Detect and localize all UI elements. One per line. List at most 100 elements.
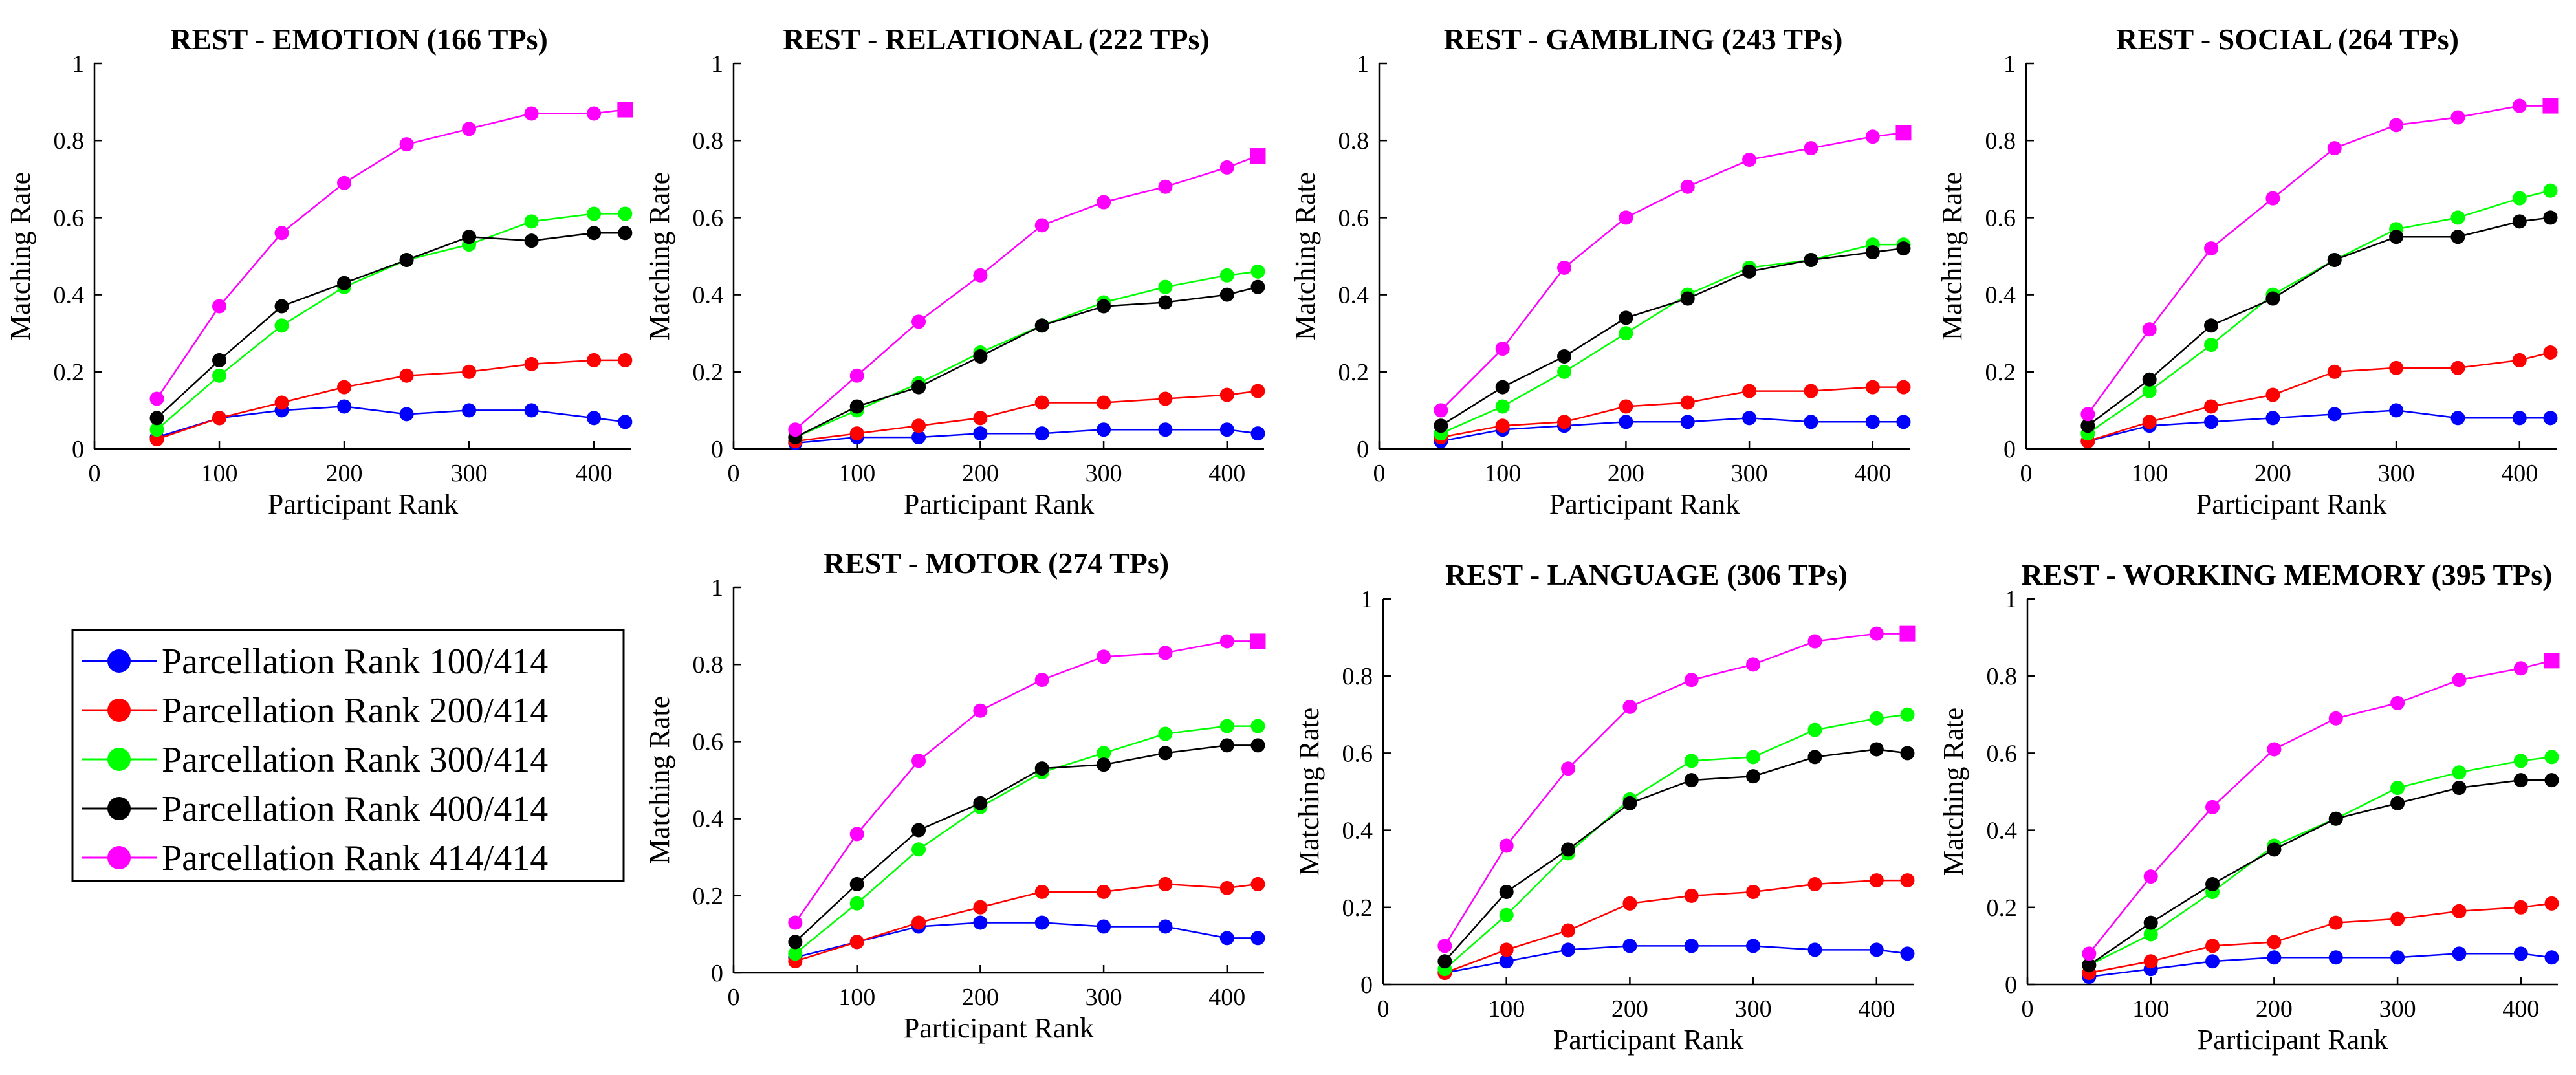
series-line [2088, 756, 2552, 966]
y-axis-label: Matching Rate [1289, 172, 1321, 340]
data-point [1561, 942, 1576, 957]
data-point [2544, 773, 2559, 788]
data-point [1034, 426, 1049, 441]
y-tick-label: 0 [1357, 436, 1369, 463]
y-tick-label: 0.2 [693, 883, 724, 910]
series-line [2087, 217, 2551, 427]
y-tick-label: 0.6 [1342, 740, 1373, 767]
data-point [1158, 422, 1173, 437]
series-line [156, 213, 626, 431]
x-tick-label: 400 [1858, 995, 1895, 1023]
x-tick-label: 300 [1735, 995, 1772, 1023]
data-point [2452, 673, 2467, 688]
x-tick-label: 400 [1208, 460, 1245, 487]
x-tick-label: 200 [2254, 460, 2291, 487]
data-point [2080, 407, 2095, 422]
x-tick-label: 200 [962, 460, 999, 487]
data-point [1807, 722, 1822, 737]
data-point [274, 226, 289, 241]
data-point [1250, 384, 1265, 398]
x-axis-label: Participant Rank [904, 1012, 1095, 1044]
data-point [1495, 342, 1510, 356]
series-line [2087, 409, 2551, 442]
data-point [2544, 950, 2559, 965]
y-tick-label: 1 [1357, 50, 1369, 78]
data-point [2082, 946, 2097, 961]
series-line [156, 109, 626, 400]
legend-label: Parcellation Rank 400/414 [162, 789, 548, 829]
data-point [1219, 719, 1234, 733]
data-point [2389, 230, 2404, 244]
data-point [587, 226, 602, 241]
data-point [2512, 411, 2527, 426]
chart-panel: REST - RELATIONAL (222 TPs) 0 100 200 300 400… [644, 23, 1266, 520]
x-tick-label: 0 [728, 984, 740, 1011]
y-tick-label: 0.8 [1987, 663, 2018, 690]
data-point [2544, 750, 2559, 765]
chart-panel: REST - WORKING MEMORY (395 TPs) 0 100 200 30… [1937, 558, 2560, 1056]
data-point [1742, 411, 1757, 426]
data-point [1622, 939, 1637, 953]
data-point [462, 122, 477, 136]
data-point [1742, 384, 1757, 398]
x-tick-label: 200 [2256, 995, 2293, 1023]
y-tick-label: 0.4 [1985, 282, 2016, 309]
data-point [1804, 384, 1818, 398]
data-point [2265, 191, 2280, 206]
data-point [1250, 148, 1266, 164]
series-line [157, 406, 626, 439]
data-point [911, 842, 926, 857]
data-point [1158, 179, 1173, 194]
series-line [1444, 633, 1908, 947]
data-point [1034, 761, 1049, 776]
data-point [973, 426, 988, 441]
data-point [2267, 935, 2282, 950]
data-point [973, 268, 988, 283]
x-tick-label: 0 [89, 460, 101, 487]
x-tick-label: 300 [1086, 460, 1122, 487]
data-point [1557, 364, 1572, 379]
x-axis-label: Participant Rank [2196, 488, 2387, 520]
data-point [1865, 129, 1880, 144]
data-point [788, 946, 803, 961]
data-point [337, 399, 352, 414]
data-point [524, 214, 539, 229]
data-point [1158, 646, 1173, 660]
x-tick-label: 100 [2132, 995, 2169, 1023]
data-point [911, 314, 926, 329]
y-tick-label: 0.4 [693, 806, 724, 833]
data-point [2082, 958, 2097, 973]
data-point [1807, 750, 1822, 765]
data-point [399, 252, 414, 267]
data-point [849, 876, 864, 891]
y-tick-label: 0.8 [693, 127, 724, 155]
x-tick-label: 200 [1611, 995, 1648, 1023]
data-point [1865, 415, 1880, 429]
data-point [2450, 411, 2465, 426]
data-point [2390, 781, 2405, 796]
data-point [1499, 954, 1514, 969]
y-axis-label: Matching Rate [1937, 708, 1969, 876]
data-point [911, 380, 926, 395]
data-point [2542, 98, 2559, 114]
data-point [274, 299, 289, 314]
data-point [911, 915, 926, 930]
data-point [587, 206, 602, 221]
data-point [849, 368, 864, 383]
data-point [788, 935, 803, 950]
data-point [1158, 876, 1173, 891]
data-point [2512, 98, 2527, 113]
data-point [1561, 842, 1576, 857]
legend-marker [107, 797, 131, 820]
data-point [524, 233, 539, 248]
data-point [849, 896, 864, 911]
x-tick-label: 0 [2022, 995, 2034, 1023]
data-point [618, 206, 633, 221]
data-point [1097, 195, 1111, 210]
data-point [1557, 415, 1572, 429]
y-axis-label: Matching Rate [1936, 172, 1968, 340]
x-tick-label: 200 [326, 460, 363, 487]
data-point [1219, 160, 1234, 175]
data-point [1434, 403, 1448, 418]
legend-marker [107, 699, 131, 722]
